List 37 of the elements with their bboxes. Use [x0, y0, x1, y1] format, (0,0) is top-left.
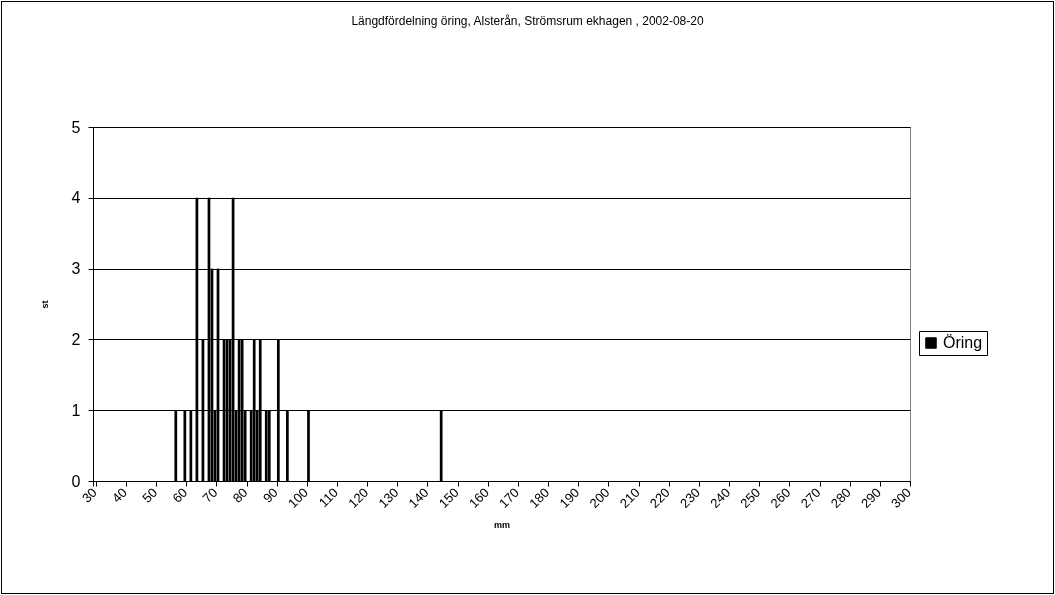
x-axis-title: mm: [493, 519, 511, 530]
x-tick-label: 60: [169, 484, 191, 506]
x-tick-label: 90: [259, 484, 281, 506]
x-tick-label: 230: [677, 484, 703, 511]
x-tick-label: 70: [199, 484, 221, 506]
x-tick-label: 200: [586, 484, 613, 511]
x-tick-label: 50: [139, 484, 161, 506]
x-tick-label: 210: [616, 484, 643, 511]
x-tick-label: 120: [345, 484, 372, 511]
y-tick-label: 0: [71, 472, 81, 490]
x-tick-label: 260: [767, 484, 794, 511]
y-tick-label: 5: [71, 118, 81, 136]
x-tick-label: 250: [737, 484, 764, 511]
x-tick-label: 140: [405, 484, 432, 511]
x-tick-label: 220: [646, 484, 673, 511]
x-tick-label: 80: [229, 484, 251, 506]
y-axis-title: st: [39, 300, 50, 309]
y-tick-label: 4: [71, 189, 81, 207]
x-tick-label: 160: [465, 484, 492, 511]
x-tick-label: 150: [435, 484, 462, 511]
y-tick-label: 1: [71, 401, 81, 419]
x-tick-label: 110: [315, 484, 342, 511]
x-tick-label: 270: [797, 484, 824, 511]
chart-title: Längdfördelning öring, Alsterån, Strömsrum ekhagen , 2002-08-20: [351, 14, 704, 28]
x-tick-label: 170: [496, 484, 523, 511]
x-tick-label: 240: [707, 484, 734, 511]
x-tick-label: 40: [109, 484, 130, 506]
x-tick-label: 290: [857, 484, 884, 511]
y-tick-label: 3: [71, 260, 81, 278]
x-tick-label: 300: [888, 484, 915, 511]
x-tick-label: 190: [556, 484, 583, 511]
x-tick-label: 280: [827, 484, 854, 511]
legend-label: Öring: [943, 334, 983, 351]
x-tick-label: 100: [284, 484, 311, 511]
y-tick-label: 2: [71, 330, 81, 348]
x-tick-label: 180: [526, 484, 553, 511]
x-tick-label: 130: [375, 484, 402, 511]
